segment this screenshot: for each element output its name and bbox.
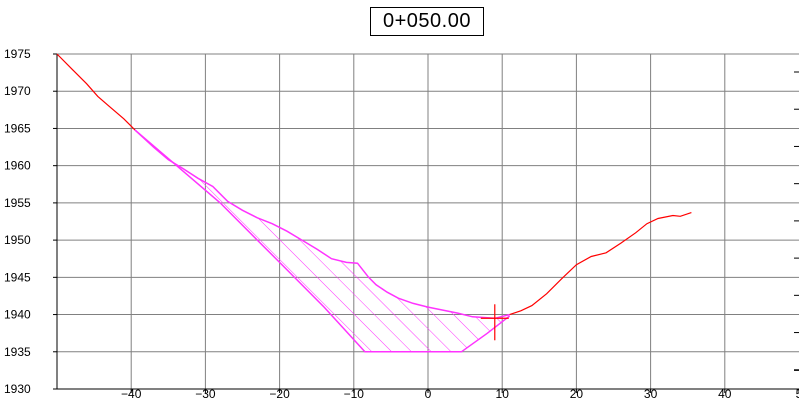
y-tick-label: 1950 [4,233,31,247]
x-tick-label: 20 [570,387,584,401]
x-tick-label: −20 [269,387,290,401]
x-tick-label: 40 [718,387,732,401]
x-tick-label: −40 [121,387,142,401]
y-tick-label: 1935 [4,345,31,359]
design-template-line [134,129,511,353]
x-tick-label: 0 [425,387,432,401]
y-tick-label: 1930 [4,382,31,396]
x-tick-label: 30 [644,387,658,401]
y-tick-label: 1955 [4,196,31,210]
existing-ground-line-right [509,212,692,316]
cut-area-top-line [134,129,510,320]
y-tick-label: 1940 [4,308,31,322]
y-tick-label: 1970 [4,84,31,98]
x-tick-label: 10 [496,387,510,401]
station-title: 0+050.00 [370,7,484,36]
y-tick-label: 1975 [4,47,31,61]
x-tick-label: −30 [195,387,216,401]
y-tick-label: 1960 [4,159,31,173]
x-tick-label: −10 [344,387,365,401]
existing-ground-line-left [56,53,136,131]
x-tick-label: 5 [796,387,799,401]
y-tick-label: 1965 [4,121,31,135]
y-tick-label: 1945 [4,270,31,284]
cut-area-hatch [134,129,510,352]
